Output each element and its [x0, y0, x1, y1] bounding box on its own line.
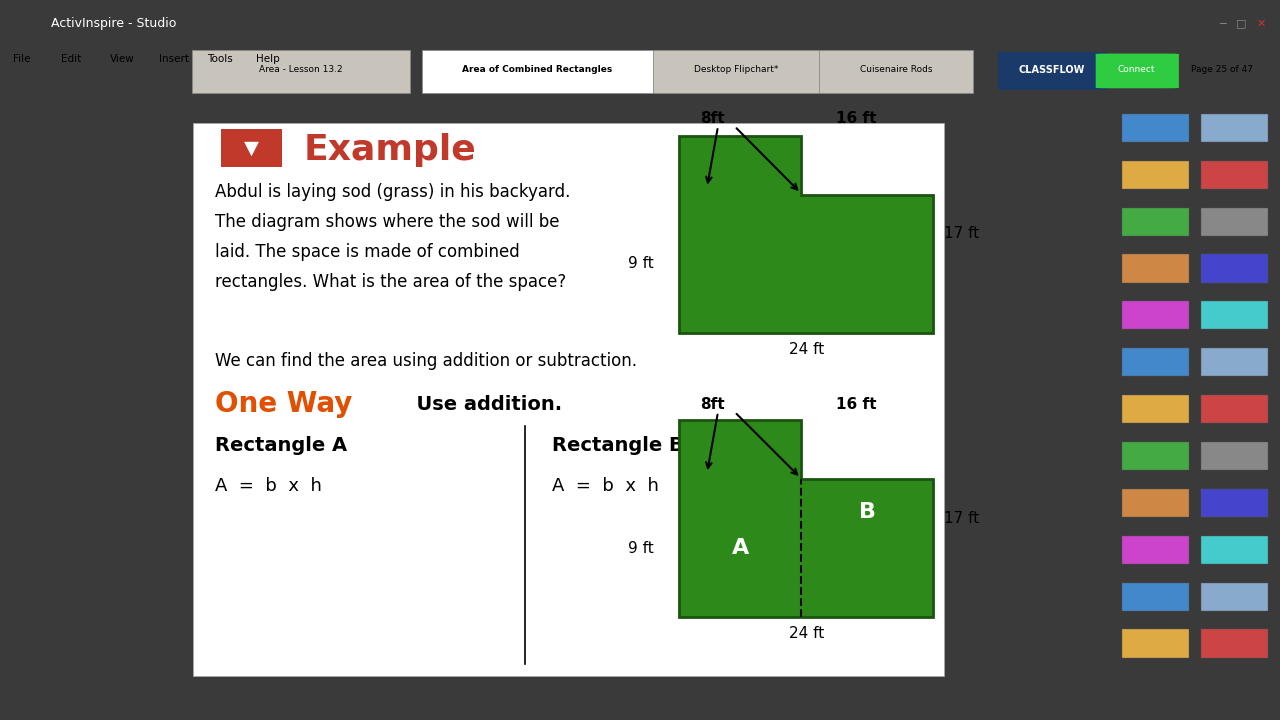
Text: 24 ft: 24 ft: [788, 626, 824, 642]
Text: ActivInspire - Studio: ActivInspire - Studio: [51, 17, 177, 30]
Text: ─: ─: [1219, 19, 1226, 28]
Text: Rectangle B: Rectangle B: [553, 436, 684, 454]
Bar: [1201, 114, 1267, 142]
FancyBboxPatch shape: [653, 50, 819, 93]
Text: CLASSFLOW: CLASSFLOW: [1019, 65, 1085, 75]
Bar: [1123, 348, 1189, 377]
Bar: [1201, 254, 1267, 282]
Polygon shape: [680, 135, 933, 333]
Text: Abdul is laying sod (grass) in his backyard.: Abdul is laying sod (grass) in his backy…: [215, 183, 571, 201]
Text: 16 ft: 16 ft: [836, 112, 877, 126]
Text: A  =  b  x  h: A = b x h: [553, 477, 659, 495]
Text: Tools: Tools: [207, 54, 233, 64]
Bar: [1201, 629, 1267, 657]
Bar: [1123, 395, 1189, 423]
Text: 16 ft: 16 ft: [836, 397, 877, 412]
Text: ✕: ✕: [1256, 19, 1266, 28]
Text: Help: Help: [256, 54, 280, 64]
FancyBboxPatch shape: [998, 52, 1107, 90]
Bar: [1201, 301, 1267, 330]
Text: 9 ft: 9 ft: [628, 541, 654, 556]
Text: A: A: [731, 538, 749, 558]
Text: We can find the area using addition or subtraction.: We can find the area using addition or s…: [215, 351, 637, 369]
Text: Edit: Edit: [61, 54, 82, 64]
Text: Example: Example: [303, 133, 476, 167]
Text: ▼: ▼: [243, 139, 259, 158]
Bar: [1201, 442, 1267, 470]
Bar: [1123, 536, 1189, 564]
Text: 17 ft: 17 ft: [945, 510, 979, 526]
FancyBboxPatch shape: [192, 50, 410, 93]
Text: One Way: One Way: [215, 390, 353, 418]
FancyBboxPatch shape: [819, 50, 973, 93]
Bar: [221, 130, 282, 167]
Bar: [1123, 489, 1189, 517]
Text: Desktop Flipchart*: Desktop Flipchart*: [694, 66, 778, 74]
Bar: [1201, 582, 1267, 611]
Text: rectangles. What is the area of the space?: rectangles. What is the area of the spac…: [215, 273, 567, 291]
Text: 17 ft: 17 ft: [945, 226, 979, 241]
Text: 9 ft: 9 ft: [628, 256, 654, 271]
Bar: [1123, 301, 1189, 330]
FancyBboxPatch shape: [422, 50, 653, 93]
Text: Area - Lesson 13.2: Area - Lesson 13.2: [259, 66, 343, 74]
Bar: [1123, 114, 1189, 142]
Bar: [1123, 161, 1189, 189]
Text: Cuisenaire Rods: Cuisenaire Rods: [860, 66, 932, 74]
Text: laid. The space is made of combined: laid. The space is made of combined: [215, 243, 520, 261]
Text: Page 25 of 47: Page 25 of 47: [1192, 66, 1253, 74]
Polygon shape: [680, 420, 933, 617]
Text: Area of Combined Rectangles: Area of Combined Rectangles: [462, 66, 613, 74]
Text: The diagram shows where the sod will be: The diagram shows where the sod will be: [215, 213, 559, 231]
Bar: [193, 123, 945, 676]
Bar: [1201, 161, 1267, 189]
FancyBboxPatch shape: [1096, 53, 1179, 89]
Bar: [1123, 254, 1189, 282]
Text: 24 ft: 24 ft: [788, 342, 824, 357]
Text: Rectangle A: Rectangle A: [215, 436, 348, 454]
Bar: [1201, 348, 1267, 377]
Text: 8ft: 8ft: [700, 397, 724, 412]
Bar: [1123, 582, 1189, 611]
Bar: [1123, 442, 1189, 470]
Bar: [1201, 489, 1267, 517]
Text: Connect: Connect: [1117, 66, 1156, 74]
Text: A  =  b  x  h: A = b x h: [215, 477, 323, 495]
Text: 8ft: 8ft: [700, 112, 724, 126]
Bar: [1201, 395, 1267, 423]
Bar: [1201, 536, 1267, 564]
Bar: [1123, 629, 1189, 657]
Text: B: B: [859, 503, 876, 522]
Bar: [1123, 207, 1189, 235]
Text: View: View: [110, 54, 134, 64]
Text: Use addition.: Use addition.: [403, 395, 562, 414]
Text: Insert: Insert: [159, 54, 188, 64]
Text: File: File: [13, 54, 31, 64]
Text: □: □: [1236, 19, 1247, 28]
Bar: [1201, 207, 1267, 235]
